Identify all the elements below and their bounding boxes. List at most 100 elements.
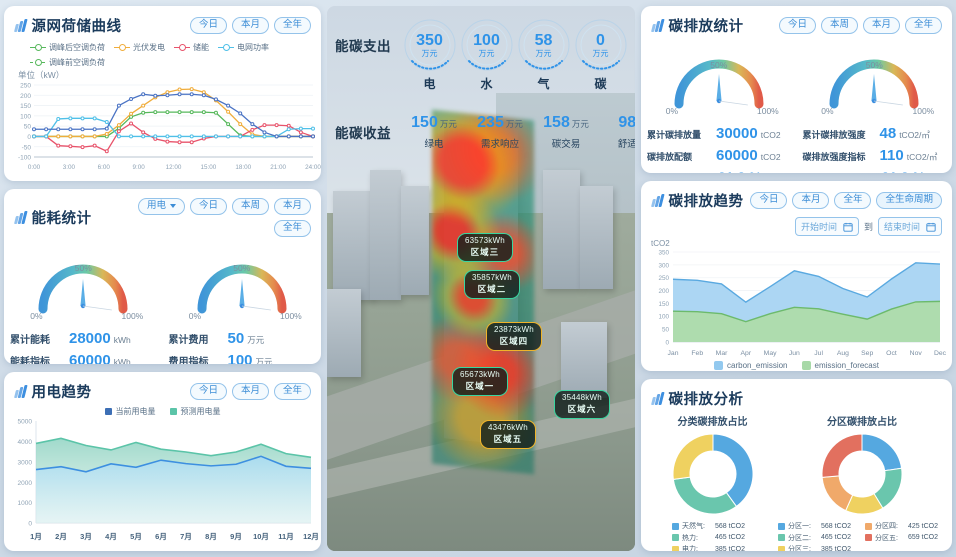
range-button-year[interactable]: 全年 bbox=[273, 219, 311, 237]
panel-accent-icon bbox=[14, 385, 28, 398]
legend-marker-icon bbox=[30, 58, 46, 67]
map-building bbox=[561, 322, 608, 399]
panel-header: 碳排放分析 bbox=[641, 379, 952, 411]
legend-item[interactable]: carbon_emission bbox=[714, 361, 788, 370]
right-column: 碳排放统计 今日 本周 本月 全年 50% 0% 100% bbox=[641, 6, 952, 551]
building-3d-map[interactable]: 能碳支出 350 万元 bbox=[327, 6, 635, 551]
range-button-month[interactable]: 本月 bbox=[231, 17, 269, 34]
donut-legend-item: 热力: 465 tCO2 bbox=[672, 533, 753, 543]
range-button-today[interactable]: 今日 bbox=[778, 17, 816, 34]
end-date-input[interactable]: 结束时间 bbox=[877, 217, 942, 236]
ring-value-wrap: 350 万元 bbox=[416, 31, 443, 58]
ring-graphic bbox=[461, 19, 512, 71]
legend-item[interactable]: 储能 bbox=[174, 42, 209, 53]
svg-text:24:00: 24:00 bbox=[305, 164, 321, 171]
readout-row: 碳排放配额 60000 tCO2 bbox=[647, 146, 781, 164]
range-button-today[interactable]: 今日 bbox=[189, 17, 227, 34]
panel-accent-icon bbox=[651, 19, 665, 32]
legend-item[interactable]: emission_forecast bbox=[801, 361, 879, 370]
gauge-min-label: 0% bbox=[188, 310, 202, 321]
legend-marker-icon bbox=[174, 43, 190, 52]
gauge-max-label: 100% bbox=[757, 106, 779, 116]
donut-legend-item: 电力: 385 tCO2 bbox=[672, 544, 753, 551]
legend-item[interactable]: 光伏发电 bbox=[114, 42, 165, 53]
range-button-lifecycle[interactable]: 全生命周期 bbox=[876, 192, 942, 209]
svg-text:5月: 5月 bbox=[130, 532, 142, 541]
kpi-income-label: 能碳收益 bbox=[335, 126, 391, 141]
legend-label: 分区五: bbox=[875, 534, 898, 542]
map-region-tag[interactable]: 35448kWh 区域六 bbox=[554, 390, 610, 420]
range-button-week[interactable]: 本周 bbox=[820, 17, 858, 34]
range-button-month[interactable]: 本月 bbox=[231, 383, 269, 400]
svg-text:0: 0 bbox=[27, 134, 31, 141]
range-button-month[interactable]: 本月 bbox=[273, 198, 311, 215]
panel-accent-icon bbox=[651, 392, 665, 405]
readout-row: 同比变化:↓21.3 % bbox=[647, 167, 791, 174]
legend-label: 分区三: bbox=[788, 546, 811, 551]
range-button-year[interactable]: 全年 bbox=[273, 17, 311, 34]
gauge-min-label: 0% bbox=[665, 106, 679, 116]
range-button-today[interactable]: 今日 bbox=[189, 198, 227, 215]
kpi-ring: 100 万元 bbox=[460, 18, 514, 72]
range-button-year[interactable]: 全年 bbox=[273, 383, 311, 400]
legend-item[interactable]: 预测用电量 bbox=[169, 406, 221, 417]
kpi-income-item: 150 万元 绿电 bbox=[411, 114, 457, 150]
energy-type-dropdown[interactable]: 用电 bbox=[137, 198, 185, 215]
legend-item[interactable]: 当前用电量 bbox=[104, 406, 156, 417]
kpi-overlay: 能碳支出 350 万元 bbox=[327, 6, 635, 161]
range-button-month[interactable]: 本月 bbox=[792, 192, 830, 209]
map-region-tag[interactable]: 63573kWh 区域三 bbox=[457, 233, 513, 263]
legend-value: 385 tCO2 bbox=[821, 545, 851, 552]
legend-item[interactable]: 电网功率 bbox=[218, 42, 269, 53]
svg-text:2000: 2000 bbox=[18, 480, 33, 487]
range-button-month[interactable]: 本月 bbox=[862, 17, 900, 34]
panel-range-buttons: 用电 今日 本周 本月 全年 bbox=[98, 198, 311, 237]
legend-item[interactable]: 调峰后空调负荷 bbox=[30, 42, 105, 53]
donut-legend: 天然气: 568 tCO2 热力: 465 tCO2 电力: 385 tCO2 bbox=[672, 521, 753, 551]
panel-carbon-trend: 碳排放趋势 今日 本月 全年 全生命周期 开始时间 到 结束时间 bbox=[641, 181, 952, 371]
legend-swatch bbox=[104, 408, 112, 415]
map-region-tag[interactable]: 43476kWh 区域五 bbox=[480, 420, 536, 450]
trend-down-icon: ↓ bbox=[875, 170, 881, 174]
svg-text:0: 0 bbox=[28, 521, 32, 528]
range-button-year[interactable]: 全年 bbox=[834, 192, 872, 209]
readout-row: 累计碳排放强度 48 tCO2/㎡ bbox=[802, 125, 930, 142]
svg-text:Feb: Feb bbox=[691, 350, 703, 357]
legend-item[interactable]: 调峰前空调负荷 bbox=[30, 57, 105, 68]
svg-text:100: 100 bbox=[20, 113, 31, 120]
range-button-today[interactable]: 今日 bbox=[189, 383, 227, 400]
legend-value: 568 tCO2 bbox=[715, 522, 745, 530]
svg-text:0: 0 bbox=[665, 339, 669, 346]
svg-text:10月: 10月 bbox=[253, 532, 269, 541]
range-button-week[interactable]: 本周 bbox=[231, 198, 269, 215]
kpi-ring-name: 碳 bbox=[594, 77, 607, 91]
range-button-today[interactable]: 今日 bbox=[750, 192, 788, 209]
svg-text:300: 300 bbox=[658, 262, 669, 269]
svg-text:Oct: Oct bbox=[886, 350, 897, 357]
map-region-tag[interactable]: 65673kWh 区域一 bbox=[452, 367, 508, 397]
panel-title: 能耗统计 bbox=[31, 210, 92, 227]
map-tag-region: 区域三 bbox=[470, 246, 500, 257]
range-button-year[interactable]: 全年 bbox=[904, 17, 942, 34]
gauge-mid-label: 50% bbox=[865, 60, 883, 70]
panel-range-buttons: 今日 本月 全年 bbox=[189, 17, 311, 34]
map-building bbox=[542, 169, 580, 290]
start-date-input[interactable]: 开始时间 bbox=[794, 217, 859, 236]
svg-text:100: 100 bbox=[658, 314, 669, 321]
map-region-tag[interactable]: 23873kWh 区域四 bbox=[486, 322, 542, 352]
panel-energy-statistics: 能耗统计 用电 今日 本周 本月 全年 50% 0% 100% bbox=[4, 189, 321, 364]
ring-value-wrap: 0 万元 bbox=[592, 31, 609, 58]
kpi-income-item: 158 万元 碳交易 bbox=[543, 114, 589, 150]
panel-power-trend: 用电趋势 今日 本月 全年 当前用电量 预测用电量 0 1000 2000 3000 4… bbox=[4, 372, 321, 551]
map-tag-value: 35448kWh bbox=[562, 393, 602, 402]
map-region-tag[interactable]: 35857kWh 区域二 bbox=[464, 270, 520, 300]
gauge-mid-label: 50% bbox=[74, 262, 92, 273]
gauge-min-label: 0% bbox=[821, 106, 834, 116]
svg-text:5000: 5000 bbox=[18, 419, 33, 426]
map-tag-region: 区域一 bbox=[465, 380, 495, 391]
gauge-mid-label: 50% bbox=[233, 262, 251, 273]
svg-text:3:00: 3:00 bbox=[63, 164, 76, 171]
svg-text:12:00: 12:00 bbox=[166, 164, 182, 171]
